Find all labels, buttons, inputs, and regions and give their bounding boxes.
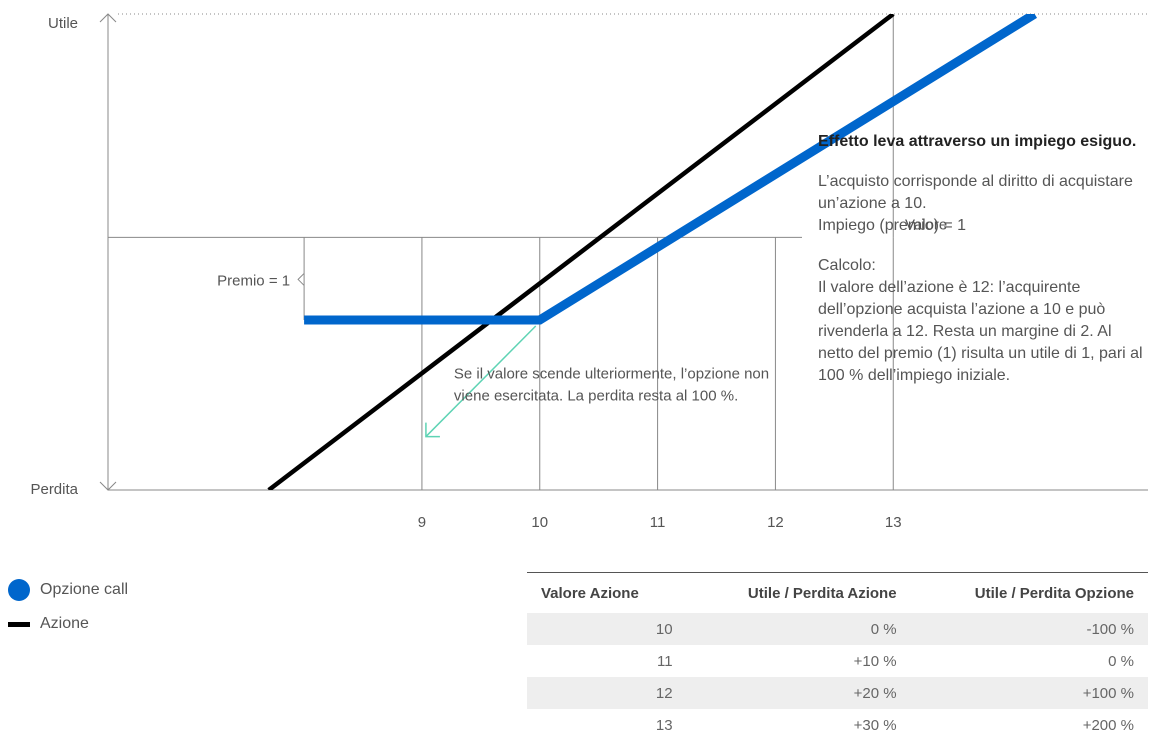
table-cell: +20 %	[686, 677, 911, 709]
tick-label-10: 10	[531, 514, 548, 531]
legend-item-stock: Azione	[8, 612, 128, 636]
y-bottom-label: Perdita	[30, 481, 78, 498]
table-row: 10 0 % -100 %	[527, 613, 1148, 645]
table-cell: 0 %	[686, 613, 911, 645]
legend-label: Azione	[40, 615, 89, 632]
arrow-up-icon	[99, 13, 117, 23]
table-cell: +100 %	[910, 677, 1148, 709]
table-cell: 11	[656, 652, 673, 670]
table-header-row: Valore Azione Utile / Perdita Azione Uti…	[527, 573, 1148, 614]
column-header: Utile / Perdita Azione	[747, 584, 897, 602]
table-row: 11 +10 % 0 %	[527, 645, 1148, 677]
note-arrow-head-icon	[425, 422, 440, 438]
table-row: 12 +20 % +100 %	[527, 677, 1148, 709]
table-cell: +10 %	[853, 652, 897, 670]
table-cell: -100 %	[910, 613, 1148, 645]
y-top-label: Utile	[48, 15, 78, 32]
table-cell: +30 %	[853, 716, 897, 734]
table-row: 13 +30 % +200 %	[527, 709, 1148, 741]
column-header: Valore Azione	[541, 584, 639, 602]
table-cell: 0 %	[1108, 652, 1134, 670]
explanation-heading: Effetto leva attraverso un impiego esigu…	[818, 133, 1137, 150]
note-arrow-line	[425, 325, 537, 438]
note-text-line: Se il valore scende ulteriormente, l’opz…	[454, 365, 769, 382]
tick-label-11: 11	[650, 514, 666, 531]
tick-label-12: 12	[767, 514, 784, 531]
calculation-paragraph: Calcolo: Il valore dell’azione è 12: l’a…	[818, 257, 1143, 384]
series-line-call-option	[304, 14, 1038, 325]
legend: Opzione call Azione	[8, 578, 128, 646]
premium-label: Premio = 1	[217, 272, 290, 289]
explanation-panel: Effetto leva attraverso un impiego esigu…	[818, 131, 1148, 405]
legend-label: Opzione call	[40, 581, 129, 598]
table-cell: 10	[527, 613, 687, 645]
table-cell: +200 %	[1082, 716, 1134, 734]
column-header: Utile / Perdita Opzione	[974, 584, 1134, 602]
payoff-chart: Utile Perdita Valore 9 10 11 12 13 Premio = 1 Se …	[30, 13, 1148, 531]
series-line-stock	[267, 14, 895, 490]
note-text: Se il valore scende ulteriormente, l’opz…	[454, 365, 769, 404]
premium-bracket-tip	[297, 273, 305, 286]
values-table: Valore Azione Utile / Perdita Azione Uti…	[527, 572, 1148, 741]
tick-label-13: 13	[885, 514, 902, 531]
legend-item-call: Opzione call	[8, 578, 128, 602]
note-text-line: viene esercitata. La perdita resta al 10…	[454, 387, 738, 404]
table-cell: 13	[655, 716, 673, 734]
legend-line-icon	[8, 621, 30, 627]
x-axis-label: Valore	[905, 216, 947, 233]
tick-label-9: 9	[418, 514, 426, 531]
explanation-paragraph: L’acquisto corrisponde al diritto di acq…	[818, 173, 1133, 234]
table-cell: 12	[527, 677, 687, 709]
legend-circle-icon	[8, 579, 30, 601]
